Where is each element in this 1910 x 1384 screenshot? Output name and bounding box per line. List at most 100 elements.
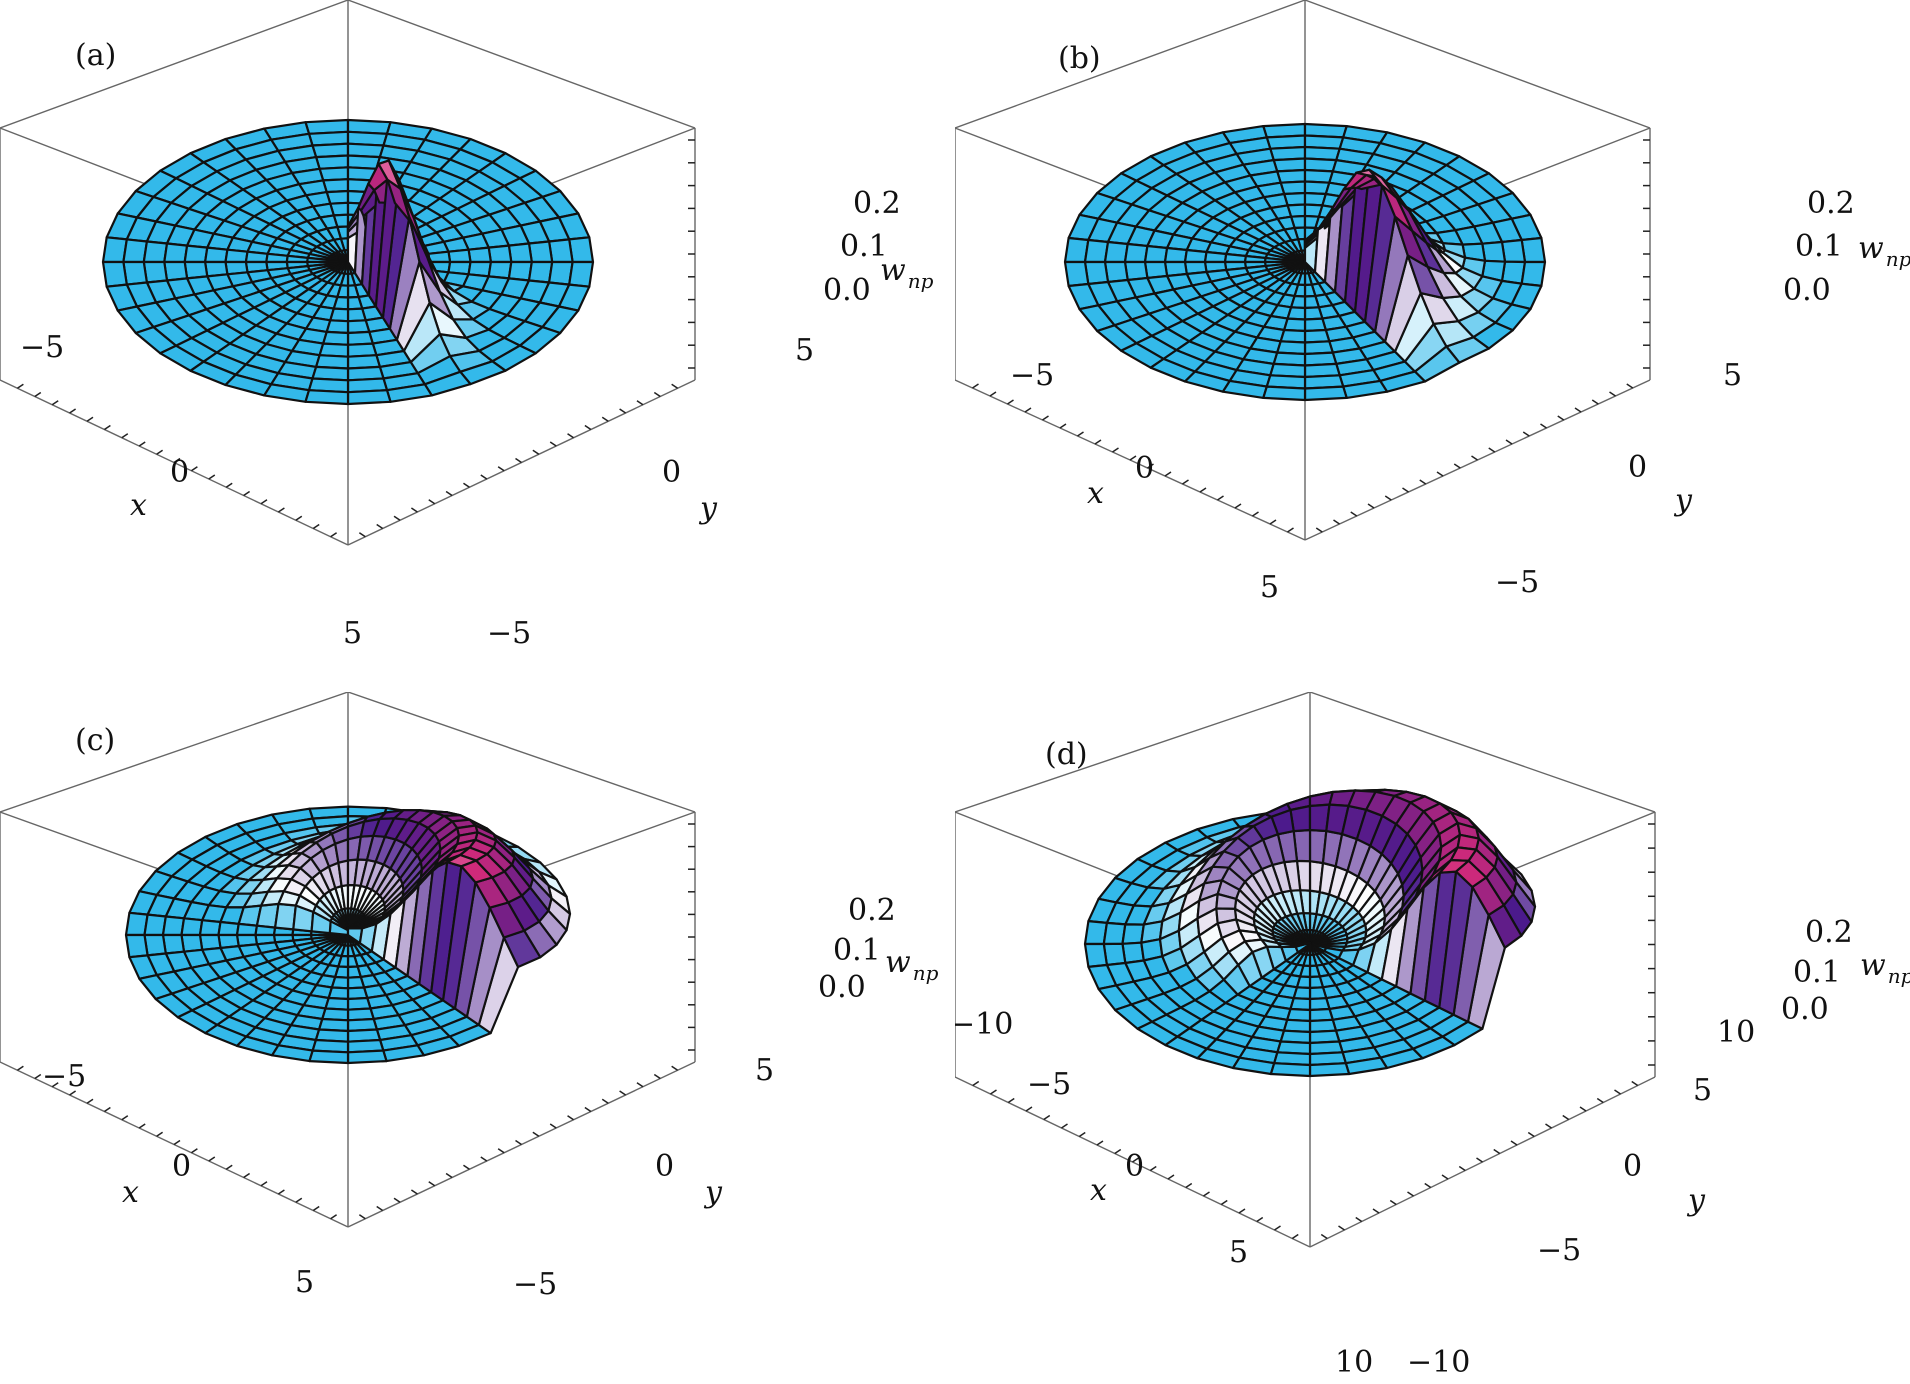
y-tick-mark bbox=[1562, 1114, 1570, 1121]
x-tick-mark bbox=[51, 1082, 59, 1088]
x-tick-mark bbox=[330, 532, 338, 538]
x-tick-mark bbox=[1269, 519, 1277, 525]
x-tick-mark bbox=[277, 507, 285, 513]
y-tick-mark bbox=[463, 482, 470, 488]
x-tick-label: 5 bbox=[1260, 570, 1279, 605]
surface-patch bbox=[346, 307, 367, 323]
z-axis-label-sub: np bbox=[908, 269, 934, 293]
x-tick-mark bbox=[69, 408, 77, 414]
surface-patch bbox=[1520, 260, 1547, 287]
x-tick-mark bbox=[225, 1164, 233, 1170]
y-tick-mark bbox=[532, 449, 540, 455]
surface-patch bbox=[1308, 1062, 1351, 1078]
x-tick-label: 0 bbox=[1135, 451, 1154, 486]
y-tick-mark bbox=[619, 1090, 627, 1096]
box-edge bbox=[1309, 692, 1656, 813]
box-edge bbox=[955, 0, 1306, 129]
x-tick-label: 5 bbox=[343, 616, 362, 651]
panel-label: (a) bbox=[75, 38, 116, 73]
y-tick-label: 5 bbox=[1723, 358, 1742, 393]
y-tick-mark bbox=[671, 1065, 679, 1071]
surface-patch bbox=[163, 242, 189, 264]
panel-a: (a) x y w np −5 0 5 −5 0 5 0.0 0.1 0.2 bbox=[0, 0, 955, 692]
surface-patch bbox=[1123, 242, 1149, 264]
z-axis-label-sub: np bbox=[1886, 247, 1910, 271]
x-tick-label: −10 bbox=[955, 1007, 1013, 1042]
y-tick-mark bbox=[1579, 1106, 1587, 1112]
surface-patch bbox=[1183, 248, 1208, 264]
x-tick-mark bbox=[1112, 447, 1119, 453]
y-tick-mark bbox=[376, 1205, 384, 1212]
surface-patch bbox=[224, 248, 249, 264]
surface-patch bbox=[142, 240, 169, 264]
panel-label: (c) bbox=[75, 723, 115, 758]
y-tick-label: 5 bbox=[1693, 1073, 1712, 1108]
y-tick-mark bbox=[601, 416, 609, 422]
x-tick-mark bbox=[103, 1106, 111, 1113]
z-axis-label-main: w bbox=[1860, 948, 1886, 983]
y-tick-mark bbox=[1505, 439, 1513, 445]
y-tick-mark bbox=[1315, 527, 1323, 533]
y-tick-mark bbox=[393, 515, 401, 521]
y-tick-mark bbox=[515, 457, 522, 464]
y-tick-label: 5 bbox=[755, 1053, 774, 1088]
surface-patch bbox=[1063, 260, 1090, 288]
x-tick-mark bbox=[156, 1131, 164, 1137]
y-tick-mark bbox=[549, 441, 557, 447]
surface-patch bbox=[447, 248, 472, 264]
y-tick-mark bbox=[1574, 407, 1582, 413]
x-tick-mark bbox=[1149, 1165, 1157, 1172]
y-axis-label: y bbox=[1673, 483, 1693, 518]
y-tick-mark bbox=[1609, 391, 1616, 397]
x-tick-label: −5 bbox=[42, 1059, 86, 1094]
y-tick-mark bbox=[1493, 1148, 1501, 1155]
y-tick-mark bbox=[1355, 1216, 1363, 1223]
x-tick-mark bbox=[69, 1090, 77, 1096]
y-tick-mark bbox=[1476, 1157, 1483, 1163]
x-tick-label: 0 bbox=[172, 1149, 191, 1184]
x-tick-mark bbox=[190, 466, 198, 472]
surface-patch bbox=[1223, 252, 1247, 264]
x-tick-mark bbox=[295, 1197, 303, 1203]
x-tick-mark bbox=[156, 449, 164, 455]
x-tick-mark bbox=[312, 1205, 320, 1212]
surface-patch bbox=[1269, 1062, 1312, 1078]
x-tick-mark bbox=[1132, 1157, 1139, 1163]
box-edge bbox=[1304, 0, 1651, 129]
surface-patch bbox=[460, 859, 494, 884]
y-tick-label: −5 bbox=[1537, 1233, 1581, 1268]
x-tick-mark bbox=[225, 482, 233, 488]
y-tick-label: −5 bbox=[487, 616, 531, 651]
x-tick-mark bbox=[1274, 1225, 1281, 1231]
x-tick-mark bbox=[1025, 1106, 1033, 1112]
y-tick-mark bbox=[1540, 423, 1547, 429]
x-tick-mark bbox=[1182, 479, 1189, 485]
surface-patch bbox=[1163, 246, 1188, 264]
z-axis-label: wnp bbox=[1860, 948, 1910, 988]
x-tick-mark bbox=[34, 391, 42, 398]
x-tick-mark bbox=[173, 457, 181, 464]
surface-patch bbox=[244, 250, 269, 264]
y-tick-mark bbox=[1367, 503, 1375, 509]
x-tick-label: 0 bbox=[170, 455, 189, 490]
z-tick-label: 0.1 bbox=[1793, 955, 1841, 990]
panel-d: (d) x y wnp −10 −5 0 5 10 −10 −5 0 5 10 … bbox=[955, 692, 1910, 1384]
x-tick-mark bbox=[990, 1089, 997, 1095]
x-tick-mark bbox=[1129, 455, 1137, 461]
x-tick-mark bbox=[1147, 463, 1154, 469]
surface-patch bbox=[334, 838, 350, 864]
y-axis-label: y bbox=[1686, 1183, 1706, 1218]
y-tick-mark bbox=[1631, 1080, 1639, 1087]
surface-patch bbox=[265, 252, 289, 264]
x-tick-mark bbox=[138, 441, 146, 447]
x-tick-label: 0 bbox=[1125, 1149, 1144, 1184]
y-tick-mark bbox=[1441, 1174, 1449, 1180]
y-tick-mark bbox=[428, 499, 436, 505]
y-tick-mark bbox=[1419, 479, 1427, 485]
y-tick-mark bbox=[601, 1098, 609, 1104]
surface-patch bbox=[1368, 168, 1398, 200]
y-tick-mark bbox=[497, 1148, 505, 1154]
x-tick-mark bbox=[51, 400, 59, 406]
panel-label: (b) bbox=[1058, 41, 1101, 76]
